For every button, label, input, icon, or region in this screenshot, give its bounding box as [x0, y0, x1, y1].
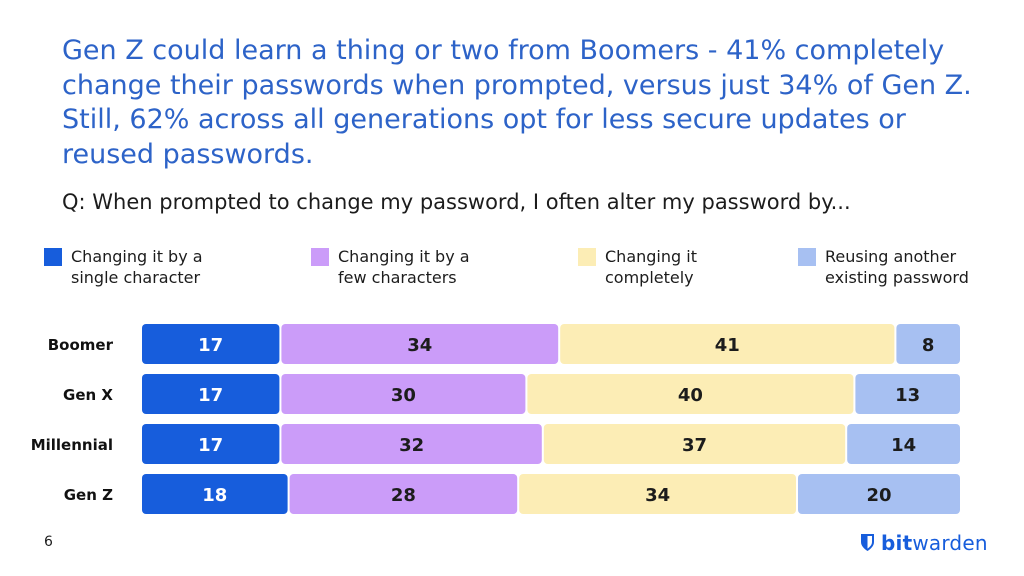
bar-segment — [896, 324, 960, 364]
brand-wordmark-bold: bit — [881, 531, 913, 555]
data-label: 28 — [391, 485, 416, 506]
legend-swatch — [311, 248, 329, 266]
bar-segment — [281, 424, 542, 464]
stacked-bar-chart: Boomer 17 34 41 8 Gen X 17 30 40 13 Millennial 17 32… — [0, 318, 1024, 523]
data-label: 17 — [198, 385, 223, 406]
bar-segment — [142, 324, 280, 364]
brand-wordmark-regular: warden — [912, 531, 988, 555]
data-label: 13 — [895, 385, 920, 406]
page-number: 6 — [44, 534, 53, 550]
bar-segment — [289, 474, 518, 514]
legend-swatch — [798, 248, 816, 266]
data-label: 17 — [198, 435, 223, 456]
bar-segment — [847, 424, 960, 464]
bar-segment — [543, 424, 846, 464]
bar-segment — [281, 324, 559, 364]
bar-segment — [142, 374, 280, 414]
data-label: 18 — [202, 485, 227, 506]
legend-label: Changing it by a few characters — [338, 247, 470, 287]
chart-canvas: Boomer 17 34 41 8 Gen X 17 30 40 13 Millennial 17 32… — [31, 324, 960, 514]
category-label: Gen Z — [64, 486, 113, 504]
data-label: 40 — [678, 385, 703, 406]
data-label: 34 — [645, 485, 670, 506]
data-label: 32 — [399, 435, 424, 456]
bar-segment — [142, 474, 288, 514]
bar-segment — [281, 374, 526, 414]
headline: Gen Z could learn a thing or two from Bo… — [62, 35, 972, 170]
data-label: 37 — [682, 435, 707, 456]
data-label: 34 — [407, 335, 432, 356]
category-label: Gen X — [63, 386, 113, 404]
data-label: 14 — [891, 435, 916, 456]
bar-segment — [798, 474, 960, 514]
bar-segment — [527, 374, 854, 414]
data-label: 17 — [198, 335, 223, 356]
data-label: 8 — [922, 335, 935, 356]
legend-swatch — [44, 248, 62, 266]
survey-question: Q: When prompted to change my password, … — [62, 190, 851, 214]
legend-label: Changing it completely — [605, 247, 697, 287]
category-label: Boomer — [48, 336, 114, 354]
data-label: 30 — [391, 385, 416, 406]
legend-swatch — [578, 248, 596, 266]
bar-segment — [855, 374, 960, 414]
legend-label: Reusing another existing password — [825, 247, 969, 287]
legend-label: Changing it by a single character — [71, 247, 203, 287]
category-label: Millennial — [31, 436, 113, 454]
data-label: 20 — [866, 485, 891, 506]
bar-segment — [519, 474, 796, 514]
bar-segment — [560, 324, 895, 364]
bar-segment — [142, 424, 280, 464]
brand-wordmark: bitwarden — [881, 530, 988, 556]
bitwarden-shield-icon — [861, 534, 874, 551]
data-label: 41 — [715, 335, 740, 356]
